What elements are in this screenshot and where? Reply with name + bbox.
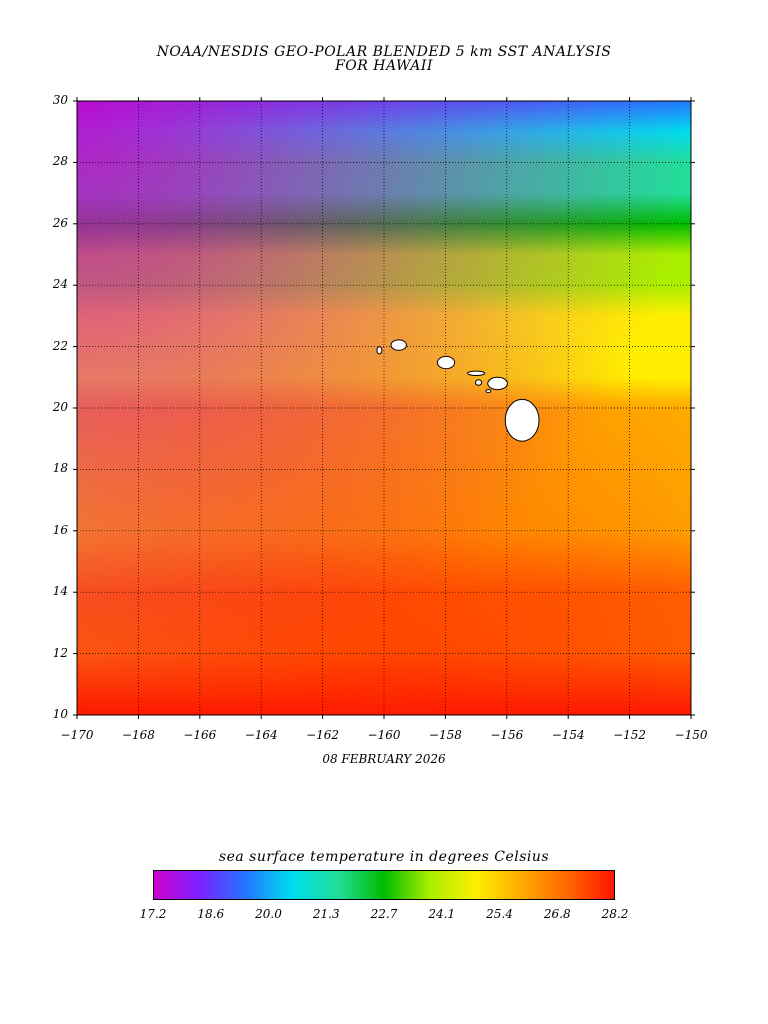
sst-warm-patch (77, 101, 691, 715)
lat-label: 12 (52, 645, 68, 660)
lat-lon-grid (77, 101, 691, 715)
lat-label: 14 (52, 584, 68, 599)
lon-label: −156 (490, 728, 524, 742)
lon-label: −162 (306, 728, 340, 742)
lat-label: 16 (52, 522, 68, 537)
lon-label: −150 (674, 728, 708, 742)
lon-label: −166 (183, 728, 217, 742)
lon-label: −164 (244, 728, 278, 742)
lat-label: 22 (52, 338, 68, 353)
colorbar-tick-label: 22.7 (370, 907, 398, 921)
island-kahoolawe (485, 389, 492, 394)
analysis-date: 08 FEBRUARY 2026 (322, 752, 446, 766)
lat-label: 24 (52, 277, 68, 292)
lat-label: 28 (52, 154, 68, 169)
lon-label: −154 (551, 728, 585, 742)
colorbar (153, 870, 615, 900)
colorbar-tick-label: 20.0 (255, 907, 282, 921)
colorbar-tick-label: 25.4 (486, 907, 513, 921)
lon-label: −168 (121, 728, 155, 742)
lat-label: 30 (52, 93, 68, 107)
colorbar-tick-label: 24.1 (428, 907, 456, 921)
lon-label: −152 (613, 728, 647, 742)
map-title-line2: FOR HAWAII (335, 58, 433, 74)
lon-label: −158 (428, 728, 462, 742)
island-niihau (376, 346, 383, 355)
colorbar-tick-label: 18.6 (197, 907, 225, 921)
island-hawaii (504, 398, 540, 442)
colorbar-tick-label: 26.8 (543, 907, 571, 921)
colorbar-title: sea surface temperature in degrees Celsi… (218, 849, 550, 865)
hawaiian-islands (376, 339, 540, 442)
colorbar-tick-label: 21.3 (312, 907, 340, 921)
island-molokai (467, 370, 486, 376)
lat-label: 10 (52, 707, 68, 721)
lat-label: 26 (52, 215, 68, 230)
island-kauai (390, 339, 407, 351)
lat-label: 20 (52, 400, 68, 414)
lon-label: −160 (367, 728, 401, 742)
lon-label: −170 (60, 728, 94, 742)
island-lanai (474, 379, 483, 386)
colorbar-tick-label: 17.2 (139, 907, 167, 921)
map-title-line1: NOAA/NESDIS GEO-POLAR BLENDED 5 km SST A… (156, 44, 612, 60)
colorbar-tick-label: 28.2 (601, 907, 629, 921)
lat-label: 18 (52, 461, 68, 476)
island-oahu (436, 355, 456, 370)
axis-ticks (73, 97, 695, 719)
island-maui (487, 376, 508, 391)
sst-map (73, 97, 695, 719)
